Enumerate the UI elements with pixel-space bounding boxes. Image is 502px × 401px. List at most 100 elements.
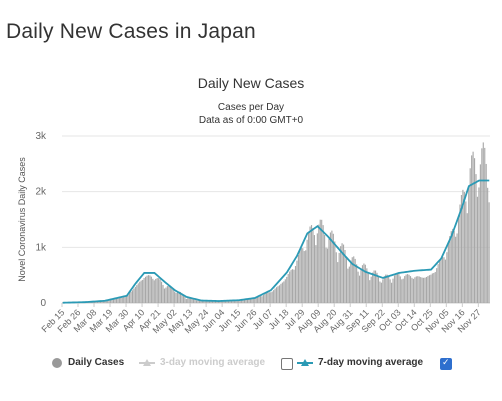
bar (248, 298, 250, 303)
bar (217, 301, 219, 303)
bar (377, 276, 380, 303)
bar (153, 280, 155, 303)
bar (219, 301, 221, 303)
bar (127, 294, 129, 303)
bar (306, 239, 308, 303)
bar (190, 297, 192, 303)
bar (404, 276, 406, 303)
bar (321, 219, 323, 303)
legend-label-7day-average: 7-day moving average (318, 357, 424, 368)
bar (456, 233, 458, 303)
bar (252, 298, 254, 303)
bar (369, 280, 371, 303)
bar (364, 264, 366, 303)
bar (309, 226, 311, 303)
bar (238, 300, 240, 303)
bar (399, 276, 401, 303)
bar (203, 300, 205, 303)
bar (281, 282, 283, 303)
bar (185, 298, 187, 303)
bar (168, 285, 170, 303)
bar (128, 293, 131, 303)
bar (107, 300, 109, 303)
bar (227, 300, 230, 303)
bar (478, 187, 480, 303)
bar (465, 201, 467, 303)
bar (322, 225, 324, 303)
y-tick-label: 1k (35, 242, 47, 253)
bar (193, 298, 195, 303)
bar (412, 278, 414, 303)
bar (476, 196, 479, 303)
bar (370, 276, 372, 303)
bar (162, 284, 164, 303)
bar (290, 269, 292, 303)
bar (236, 300, 238, 303)
bar (191, 297, 193, 303)
legend-item-3day-average[interactable]: 3-day moving average (139, 357, 265, 368)
bar (373, 270, 375, 303)
bar (187, 298, 189, 303)
bar (468, 187, 470, 303)
bar (420, 277, 422, 303)
bar (332, 233, 334, 303)
bar (149, 275, 151, 303)
page-title: Daily New Cases in Japan (6, 20, 256, 43)
bar (484, 147, 486, 303)
bar (313, 235, 315, 303)
bar (408, 274, 410, 303)
bar (159, 279, 161, 303)
bar (293, 269, 295, 303)
bar (389, 279, 391, 303)
bar (200, 300, 202, 303)
bar (376, 272, 378, 303)
bar (264, 293, 266, 303)
bar (305, 250, 307, 303)
bar (297, 254, 299, 303)
bar (242, 299, 244, 303)
bar (142, 279, 144, 303)
bar (184, 297, 186, 303)
bar (366, 268, 368, 303)
bar (328, 238, 330, 303)
bar (235, 300, 237, 303)
bar (469, 168, 471, 303)
bar (315, 245, 317, 303)
bar (98, 301, 100, 303)
bar (402, 278, 404, 303)
bar (345, 258, 348, 303)
bar (407, 274, 409, 303)
series-line-7day-average (62, 179, 490, 304)
bar (243, 299, 246, 303)
bar (181, 293, 183, 303)
bar (475, 174, 477, 303)
bar (102, 300, 104, 303)
bar (436, 268, 438, 303)
legend-item-daily-cases[interactable]: Daily Cases (52, 357, 124, 368)
checkbox-7day-average[interactable] (440, 357, 452, 370)
line-marker-icon (139, 358, 155, 366)
bar (233, 300, 235, 303)
bar (144, 276, 147, 303)
bar (229, 301, 231, 303)
bar (318, 224, 320, 303)
y-tick-label: 3k (35, 131, 47, 142)
bar (262, 294, 265, 303)
bar (431, 273, 433, 303)
bar (444, 259, 447, 303)
bar (249, 299, 251, 303)
chart-subtitle: Cases per Day Data as of 0:00 GMT+0 (0, 101, 502, 127)
bar (466, 213, 468, 303)
bar (115, 297, 117, 303)
bar (341, 243, 343, 303)
bar (443, 257, 445, 303)
bar (259, 296, 262, 303)
bar (310, 225, 313, 303)
legend-item-7day-average[interactable]: 7-day moving average (297, 357, 423, 368)
bar (342, 244, 345, 303)
bar (197, 300, 199, 303)
bar (383, 276, 385, 303)
checkbox-3day-average[interactable] (281, 358, 293, 370)
bar (254, 297, 256, 303)
